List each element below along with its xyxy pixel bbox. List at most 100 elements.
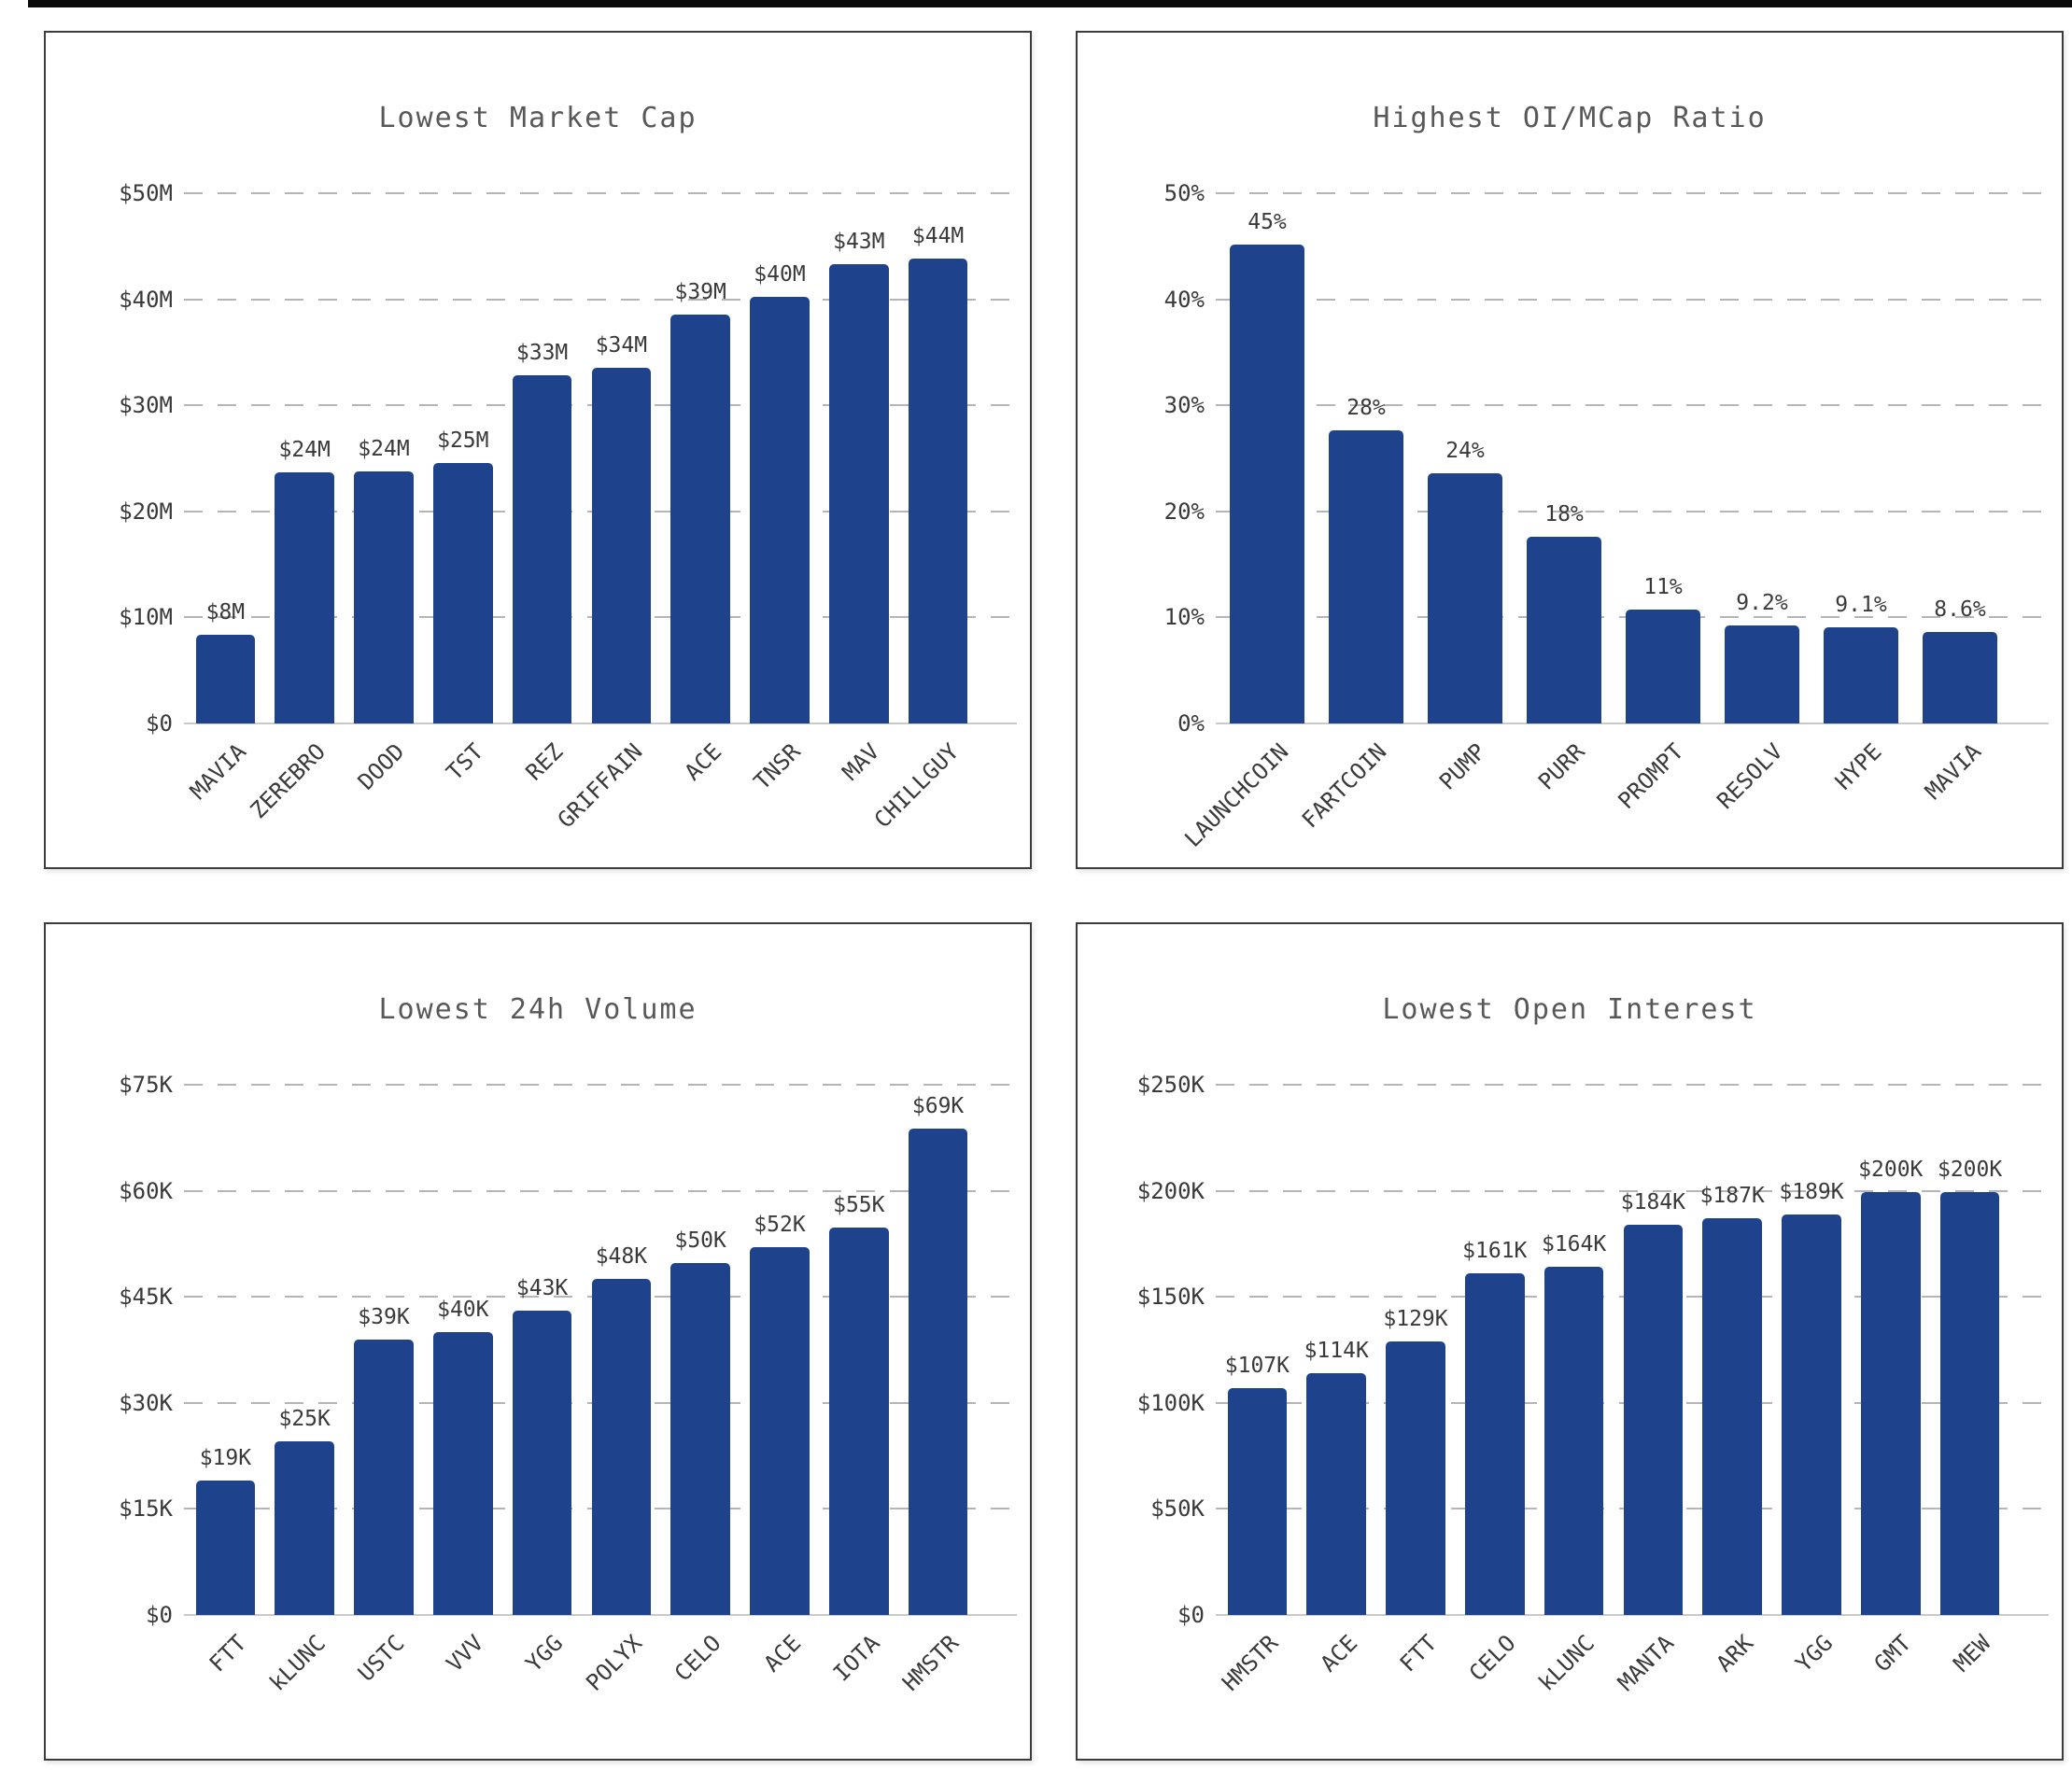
bar [1782,1214,1841,1615]
bar-value-label: 45% [1247,209,1287,234]
bar-value-label: 9.1% [1835,592,1887,617]
bar-value-label: $200K [1937,1157,2003,1182]
bar [195,634,256,723]
gridline [184,192,1017,194]
bar [433,1332,493,1615]
chart-panel-lowest-market-cap: Lowest Market Cap $0 $10M $20M $30M $40M $50M… [44,31,1032,869]
bar [195,1481,256,1615]
bar [512,375,572,723]
y-tick-label: $40M [119,286,173,313]
bar [275,471,334,723]
plot-area: 0% 10% 20% 30% 40% 50% 45% LAUNCHCOIN 28% FARTCOI… [1078,33,2062,867]
bar-value-label: $19K [199,1446,252,1471]
bar [1465,1273,1525,1615]
x-axis-line [1216,1614,2049,1616]
y-tick-label: $0 [1177,1602,1205,1628]
bar-value-label: $189K [1779,1179,1844,1204]
bar [1527,537,1601,723]
bar-value-label: $55K [833,1192,885,1217]
y-tick-label: 0% [1177,710,1205,737]
y-tick-label: $30K [119,1389,173,1416]
y-tick-label: 50% [1163,180,1205,206]
chart-title: Highest OI/MCap Ratio [1373,102,1767,134]
y-tick-label: $0 [146,1602,173,1628]
bar [750,297,810,723]
bar-value-label: 28% [1346,396,1386,421]
bar-value-label: 11% [1643,575,1683,600]
bar [1428,472,1502,723]
bar-value-label: $25K [278,1407,331,1432]
bar [1329,430,1403,723]
bar-value-label: 9.2% [1736,591,1788,616]
bar [750,1247,810,1615]
bar-value-label: $25M [437,428,489,453]
gridline [184,1189,1017,1192]
bar-value-label: $39K [358,1304,410,1329]
y-tick-label: $250K [1136,1072,1205,1098]
y-tick-label: 10% [1163,604,1205,631]
bar-value-label: $69K [911,1093,965,1118]
y-tick-label: $75K [119,1072,173,1098]
bar-value-label: $8M [205,599,246,625]
bar [512,1311,572,1615]
bar-value-label: $200K [1858,1157,1924,1182]
bar [1543,1267,1604,1615]
plot-area: $0 $50K $100K $150K $200K $250K $107K HMSTR $114… [1078,924,2062,1759]
bar-value-label: 24% [1445,438,1485,463]
bar [1923,632,1997,723]
bar [908,259,968,723]
y-tick-label: $50M [119,180,173,206]
bar-value-label: $40M [754,262,806,288]
chart-panel-lowest-open-interest: Lowest Open Interest $0 $50K $100K $150K $20… [1076,922,2064,1761]
y-tick-label: $10M [119,604,173,631]
bar [1725,625,1799,723]
gridline [1216,298,2049,301]
bar-value-label: $43K [515,1276,569,1301]
bar [354,470,414,723]
bar [829,264,889,723]
y-tick-label: $0 [146,710,173,737]
bar [1702,1218,1762,1615]
y-tick-label: 40% [1163,286,1205,313]
bar [1623,1224,1684,1615]
chart-title: Lowest Market Cap [378,102,698,134]
bar [1306,1372,1366,1615]
plot-area: $0 $10M $20M $30M $40M $50M $8M MAVIA $24M ZEREBR… [46,33,1030,867]
bar [433,462,493,723]
bar [275,1441,334,1615]
bar-value-label: $48K [595,1244,648,1270]
bar-value-label: $52K [754,1213,806,1238]
bar-value-label: 18% [1544,502,1584,527]
chart-title: Lowest Open Interest [1382,993,1757,1026]
bar [591,368,652,723]
chart-panel-highest-oi-mcap-ratio: Highest OI/MCap Ratio 0% 10% 20% 30% 40% 50% 4… [1076,31,2064,869]
bar [1824,626,1898,723]
bar-value-label: $107K [1224,1353,1290,1378]
bar-value-label: $24M [358,436,410,461]
gridline [1216,510,2049,512]
bar [670,1262,730,1615]
bar-value-label: $187K [1699,1184,1765,1209]
chart-panel-lowest-24h-volume: Lowest 24h Volume $0 $15K $30K $45K $60K $75K… [44,922,1032,1761]
bar [1939,1191,2000,1615]
bar-value-label: $44M [911,224,965,249]
bar-value-label: $33M [515,341,569,366]
bar-value-label: $34M [595,333,648,358]
bar-value-label: $39M [674,279,726,304]
plot-area: $0 $15K $30K $45K $60K $75K $19K FTT $25K kLUNC $3… [46,924,1030,1759]
y-tick-label: $15K [119,1495,173,1523]
bar-value-label: $50K [674,1228,726,1253]
window-top-edge [28,0,2072,7]
bar-value-label: 8.6% [1934,597,1986,623]
bar [354,1339,414,1615]
bar [670,314,730,723]
y-tick-label: $45K [119,1284,173,1311]
bar-value-label: $161K [1462,1239,1528,1264]
y-tick-label: $150K [1136,1284,1205,1311]
bar [1861,1191,1921,1615]
bar-value-label: $184K [1620,1189,1686,1214]
y-tick-label: $200K [1136,1177,1205,1204]
gridline [1216,1084,2049,1086]
chart-title: Lowest 24h Volume [378,993,698,1026]
bar [1230,244,1304,723]
